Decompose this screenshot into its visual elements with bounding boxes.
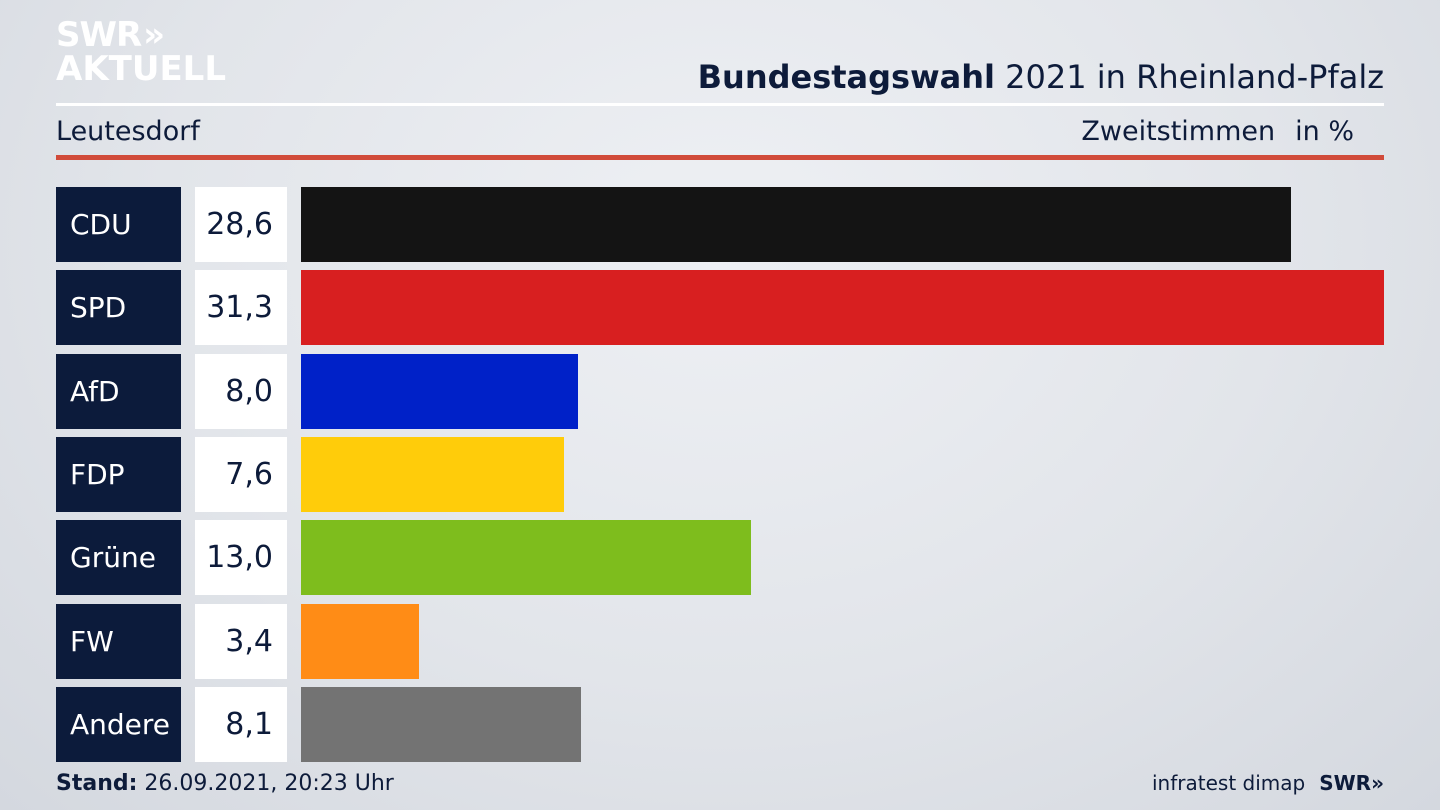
bar bbox=[301, 187, 1291, 262]
source-name: infratest dimap bbox=[1152, 771, 1306, 795]
source-credit: infratest dimap SWR» bbox=[1152, 771, 1384, 795]
swr-small-logo: SWR» bbox=[1319, 771, 1384, 795]
value-label: 8,0 bbox=[195, 353, 287, 429]
bar-row: Andere 8,1 bbox=[56, 686, 1384, 762]
party-label: FDP bbox=[56, 436, 181, 512]
party-label: Andere bbox=[56, 686, 181, 762]
metric-label: Zweitstimmen in % bbox=[1081, 116, 1354, 147]
bar-row: FDP 7,6 bbox=[56, 436, 1384, 512]
value-label: 7,6 bbox=[195, 436, 287, 512]
bar-row: Grüne 13,0 bbox=[56, 520, 1384, 596]
metric-unit: in % bbox=[1295, 116, 1354, 147]
party-label: AfD bbox=[56, 353, 181, 429]
bar-row: SPD 31,3 bbox=[56, 270, 1384, 346]
logo-chevron-icon: » bbox=[143, 15, 165, 55]
bar-row: AfD 8,0 bbox=[56, 353, 1384, 429]
bar bbox=[301, 603, 419, 679]
timestamp: Stand: 26.09.2021, 20:23 Uhr bbox=[56, 771, 394, 796]
bar bbox=[301, 436, 564, 512]
value-label: 31,3 bbox=[195, 270, 287, 346]
title-rest: 2021 in Rheinland-Pfalz bbox=[995, 58, 1384, 96]
logo-aktuell-text: AKTUELL bbox=[56, 49, 227, 89]
bar bbox=[301, 270, 1384, 346]
value-label: 13,0 bbox=[195, 520, 287, 596]
value-label: 28,6 bbox=[195, 187, 287, 262]
party-label: CDU bbox=[56, 187, 181, 262]
party-label: SPD bbox=[56, 270, 181, 346]
bar-row: FW 3,4 bbox=[56, 603, 1384, 679]
logo-swr-text: SWR bbox=[56, 15, 142, 55]
header-divider bbox=[56, 103, 1384, 106]
swr-aktuell-logo: SWR» AKTUELL bbox=[56, 18, 226, 86]
value-label: 3,4 bbox=[195, 603, 287, 679]
bar bbox=[301, 686, 581, 762]
title-bold: Bundestagswahl bbox=[697, 58, 995, 96]
bar bbox=[301, 353, 578, 429]
metric-name: Zweitstimmen bbox=[1081, 116, 1276, 147]
party-label: Grüne bbox=[56, 520, 181, 596]
value-label: 8,1 bbox=[195, 686, 287, 762]
chart-title: Bundestagswahl 2021 in Rheinland-Pfalz bbox=[698, 58, 1384, 96]
bar bbox=[301, 520, 751, 596]
location-subtitle: Leutesdorf bbox=[56, 116, 200, 147]
timestamp-value: 26.09.2021, 20:23 Uhr bbox=[137, 771, 394, 796]
accent-divider bbox=[56, 155, 1384, 160]
bar-row: CDU 28,6 bbox=[56, 187, 1384, 262]
party-label: FW bbox=[56, 603, 181, 679]
timestamp-label: Stand: bbox=[56, 771, 138, 796]
